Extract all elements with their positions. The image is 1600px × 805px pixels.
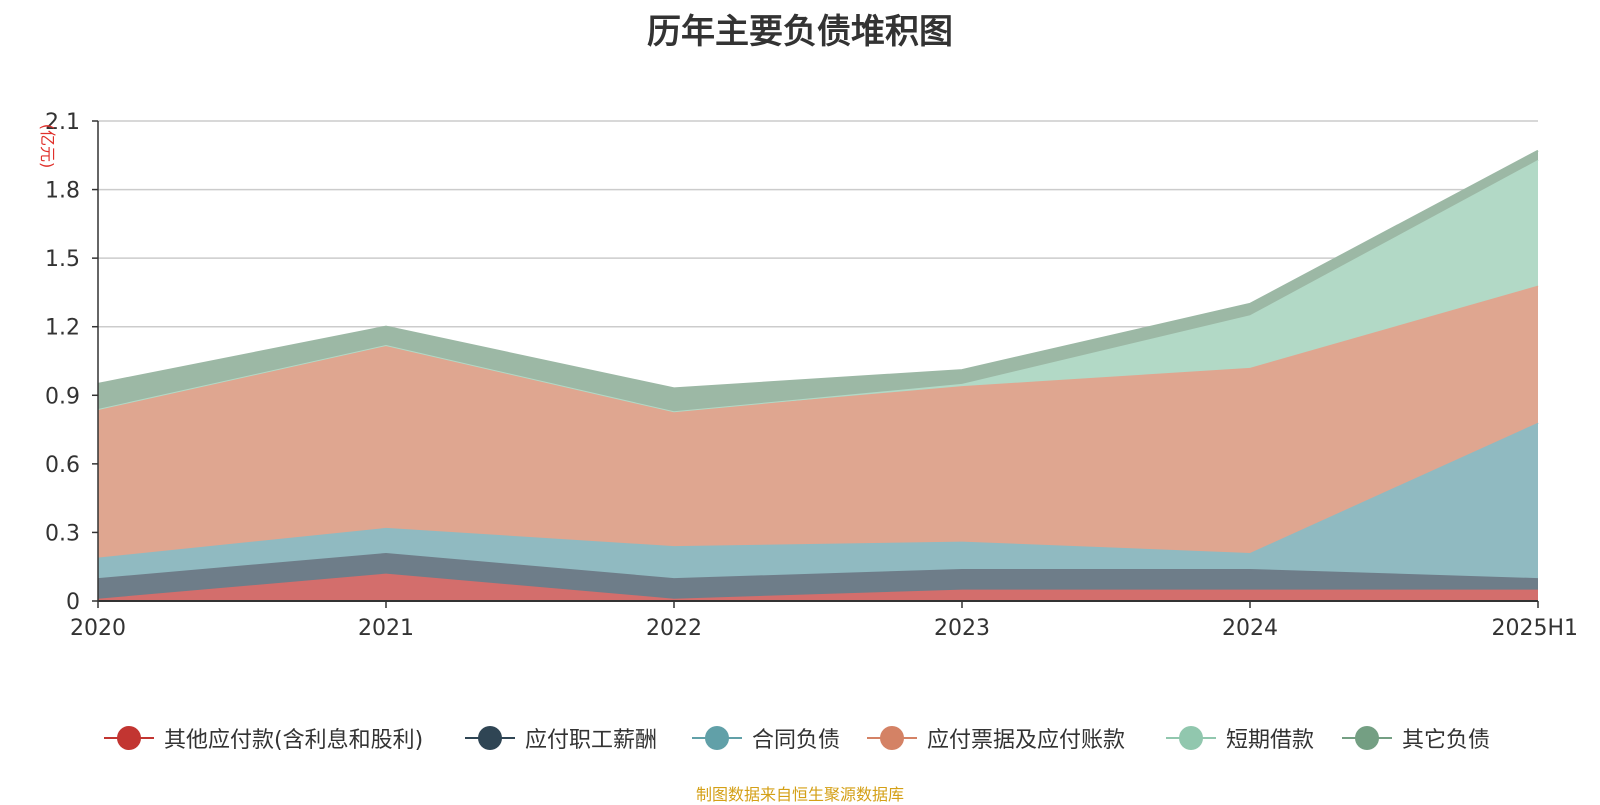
y-axis-label: (亿元) xyxy=(38,124,57,169)
y-tick-label: 0.9 xyxy=(45,384,80,409)
y-tick-label: 1.5 xyxy=(45,247,80,272)
footer-source: 制图数据来自恒生聚源数据库 xyxy=(695,785,904,804)
legend-item[interactable]: 其它负债 xyxy=(1342,722,1490,754)
legend-label: 应付职工薪酬 xyxy=(525,728,658,753)
x-tick-label: 2021 xyxy=(358,616,414,641)
legend-label: 应付票据及应付账款 xyxy=(927,728,1126,753)
chart-title: 历年主要负债堆积图 xyxy=(647,12,953,52)
legend-marker-icon xyxy=(692,726,742,750)
area-series-2[interactable] xyxy=(98,422,1538,579)
legend-dot-icon xyxy=(117,726,141,750)
y-tick-label: 0 xyxy=(66,590,80,615)
legend-item[interactable]: 合同负债 xyxy=(692,722,840,754)
area-series-4[interactable] xyxy=(98,159,1538,412)
legend-dot-icon xyxy=(1179,726,1203,750)
legend-marker-icon xyxy=(465,726,515,750)
x-tick-label: 2022 xyxy=(646,616,702,641)
y-tick-label: 1.8 xyxy=(45,179,80,204)
stacked-areas xyxy=(97,149,1539,601)
legend-marker-icon xyxy=(104,726,154,750)
x-tick-label: 2020 xyxy=(70,616,126,641)
legend-label: 其它负债 xyxy=(1402,728,1491,753)
legend-label: 合同负债 xyxy=(752,728,841,753)
legend-label: 短期借款 xyxy=(1226,728,1315,753)
legend-item[interactable]: 应付票据及应付账款 xyxy=(867,722,1125,754)
legend-marker-icon xyxy=(867,726,917,750)
area-series-1[interactable] xyxy=(98,553,1538,599)
legend-dot-icon xyxy=(880,726,904,750)
x-tick-label: 2023 xyxy=(934,616,990,641)
area-series-edge-5 xyxy=(97,149,1539,390)
y-tick-label: 1.2 xyxy=(45,316,80,341)
legend-dot-icon xyxy=(478,726,502,750)
legend-label: 其他应付款(含利息和股利) xyxy=(164,728,424,753)
x-tick-label: 2025H1 xyxy=(1491,616,1578,641)
legend-item[interactable]: 短期借款 xyxy=(1166,722,1314,754)
legend-marker-icon xyxy=(1342,726,1392,750)
legend-marker-icon xyxy=(1166,726,1216,750)
axes: 0 0.3 0.6 0.9 1.2 1.5 1.8 2.1 2020 2021 2022 2023 20… xyxy=(45,110,1578,641)
y-tick-label: 0.3 xyxy=(45,521,80,546)
legend-item[interactable]: 其他应付款(含利息和股利) xyxy=(104,722,423,754)
legend-dot-icon xyxy=(705,726,729,750)
y-tick-label: 2.1 xyxy=(45,110,80,135)
area-series-3[interactable] xyxy=(98,285,1538,558)
legend-dot-icon xyxy=(1355,726,1379,750)
y-tick-label: 0.6 xyxy=(45,453,80,478)
legend-item[interactable]: 应付职工薪酬 xyxy=(465,722,657,754)
area-series-5[interactable] xyxy=(98,150,1538,412)
x-tick-label: 2024 xyxy=(1222,616,1278,641)
